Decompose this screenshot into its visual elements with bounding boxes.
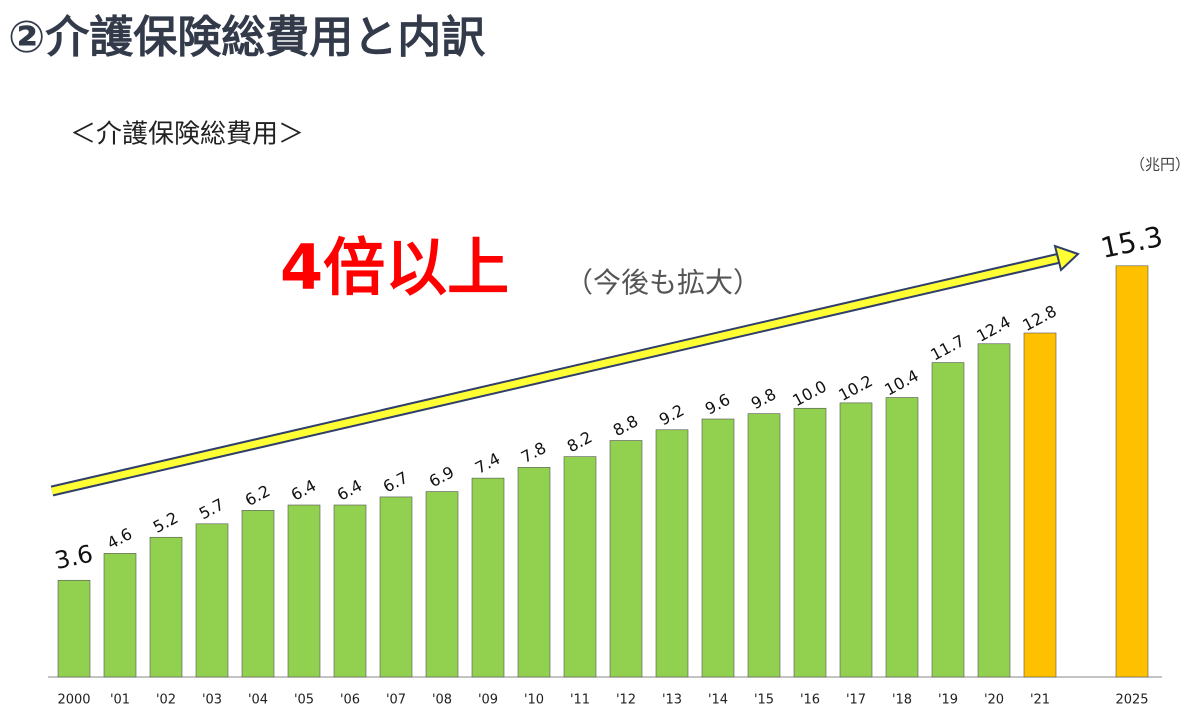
value-label: 5.7 bbox=[196, 495, 227, 524]
x-tick-label: '03 bbox=[202, 693, 222, 708]
value-label: 7.8 bbox=[518, 438, 549, 467]
bar bbox=[655, 429, 689, 678]
x-tick-label: 2000 bbox=[57, 693, 90, 708]
annotation: 4倍以上 bbox=[280, 231, 509, 304]
x-tick-label: 2025 bbox=[1115, 693, 1148, 708]
x-tick-label: '19 bbox=[938, 693, 958, 708]
bar bbox=[885, 397, 919, 678]
x-tick-label: '08 bbox=[432, 693, 452, 708]
bar bbox=[563, 456, 597, 678]
x-tick-label: '13 bbox=[662, 693, 682, 708]
unit-label: （兆円） bbox=[1130, 156, 1190, 174]
bar bbox=[149, 536, 183, 678]
value-label: 9.8 bbox=[748, 384, 779, 413]
value-label: 8.2 bbox=[564, 427, 595, 456]
bar bbox=[839, 402, 873, 678]
x-tick-label: '16 bbox=[800, 693, 820, 708]
x-tick-label: '09 bbox=[478, 693, 498, 708]
x-tick-label: '02 bbox=[156, 693, 176, 708]
bar bbox=[103, 553, 137, 678]
chart-title: ②介護保険総費用と内訳 bbox=[8, 12, 486, 63]
bar bbox=[609, 440, 643, 678]
x-tick-label: '18 bbox=[892, 693, 912, 708]
value-label: 9.6 bbox=[702, 390, 733, 419]
x-tick-label: '12 bbox=[616, 693, 636, 708]
value-label: 6.7 bbox=[380, 468, 411, 497]
value-label: 7.4 bbox=[472, 449, 503, 478]
bar bbox=[517, 467, 551, 678]
bar bbox=[1115, 265, 1149, 678]
bar bbox=[471, 477, 505, 678]
value-label: 10.2 bbox=[835, 371, 875, 405]
x-tick-label: '10 bbox=[524, 693, 544, 708]
bar bbox=[57, 579, 91, 678]
value-label: 10.0 bbox=[789, 377, 829, 411]
bar bbox=[931, 362, 965, 678]
arrow-body bbox=[51, 254, 1061, 495]
value-label: 12.4 bbox=[973, 312, 1013, 346]
arrow-head bbox=[1053, 244, 1080, 272]
value-label: 12.8 bbox=[1019, 301, 1059, 335]
bar bbox=[287, 504, 321, 678]
bar bbox=[701, 418, 735, 678]
bar bbox=[747, 413, 781, 678]
value-label: 15.3 bbox=[1098, 220, 1166, 265]
value-label: 5.2 bbox=[150, 508, 181, 537]
x-tick-label: '01 bbox=[110, 693, 130, 708]
value-label: 9.2 bbox=[656, 401, 687, 430]
value-label: 8.8 bbox=[610, 411, 641, 440]
bar bbox=[425, 491, 459, 678]
bar bbox=[195, 523, 229, 678]
value-label: 3.6 bbox=[52, 540, 95, 575]
x-tick-label: '06 bbox=[340, 693, 360, 708]
value-label: 6.2 bbox=[242, 481, 273, 510]
bar bbox=[379, 496, 413, 678]
value-label: 6.4 bbox=[288, 476, 319, 505]
annotation-note: （今後も拡大） bbox=[565, 266, 761, 299]
bar bbox=[977, 343, 1011, 678]
bar bbox=[241, 510, 275, 678]
bar bbox=[1023, 332, 1057, 678]
x-tick-label: '17 bbox=[846, 693, 866, 708]
x-tick-label: '21 bbox=[1030, 693, 1050, 708]
x-tick-label: '05 bbox=[294, 693, 314, 708]
value-label: 6.9 bbox=[426, 462, 457, 491]
x-tick-label: '14 bbox=[708, 693, 728, 708]
value-label: 10.4 bbox=[881, 366, 921, 400]
x-tick-label: '04 bbox=[248, 693, 268, 708]
x-tick-label: '20 bbox=[984, 693, 1004, 708]
value-label: 11.7 bbox=[927, 331, 967, 365]
value-label: 6.4 bbox=[334, 476, 365, 505]
x-tick-label: '15 bbox=[754, 693, 774, 708]
bar bbox=[333, 504, 367, 678]
x-tick-label: '11 bbox=[570, 693, 590, 708]
bar bbox=[793, 407, 827, 678]
value-label: 4.6 bbox=[104, 524, 135, 553]
chart-subtitle: ＜介護保険総費用＞ bbox=[70, 120, 304, 150]
x-tick-label: '07 bbox=[386, 693, 406, 708]
